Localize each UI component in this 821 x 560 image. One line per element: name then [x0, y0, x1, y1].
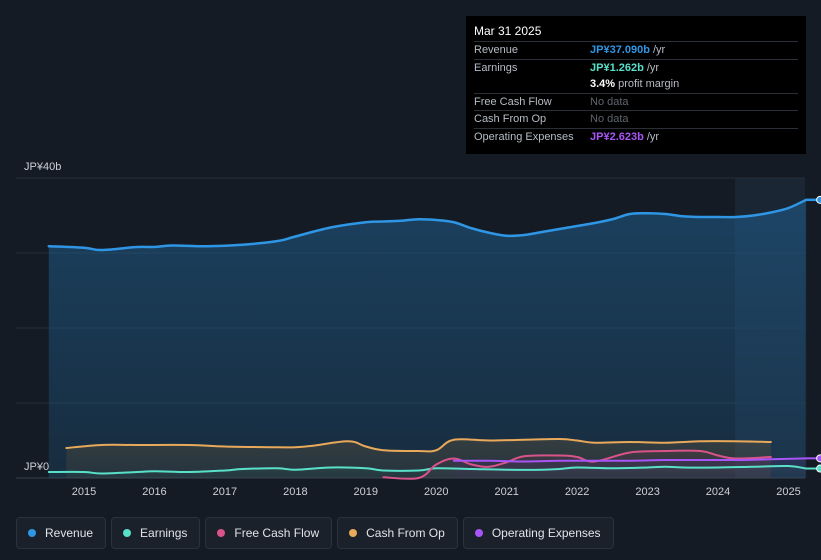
tooltip-row: Earnings JP¥1.262b/yr: [474, 58, 798, 77]
tooltip-row: 3.4% profit margin: [474, 76, 798, 93]
legend-label: Revenue: [45, 526, 94, 540]
tooltip-row-value: JP¥2.623b: [590, 130, 644, 143]
earnings-end-marker: [816, 464, 821, 473]
legend-dot-icon: [217, 529, 226, 537]
x-tick-label: 2020: [424, 486, 448, 498]
legend-item-free-cash-flow[interactable]: Free Cash Flow: [205, 517, 333, 549]
revenue-line: [47, 198, 808, 252]
tooltip-row: Cash From Op No data: [474, 110, 798, 128]
tooltip-row-unit: /yr: [646, 61, 660, 74]
legend-dot-icon: [474, 529, 483, 537]
legend-label: Operating Expenses: [491, 526, 601, 540]
revenue-area: [48, 199, 807, 478]
legend-label: Earnings: [140, 526, 188, 540]
tooltip-row-label: Free Cash Flow: [474, 95, 552, 108]
chart-area: JP¥40b JP¥0 2015 2016 2017 2018 2019 2020 2021…: [16, 161, 821, 498]
tooltip-row-value: JP¥1.262b: [590, 61, 644, 74]
tooltip-row-value: No data: [590, 95, 629, 108]
legend-dot-icon: [349, 529, 358, 537]
free-cash-flow-line: [382, 449, 772, 480]
legend-label: Free Cash Flow: [234, 526, 320, 540]
x-tick-label: 2021: [494, 486, 518, 498]
legend-dot-icon: [28, 529, 36, 537]
legend: Revenue Earnings Free Cash Flow Cash From O…: [16, 517, 614, 549]
x-tick-label: 2019: [354, 486, 378, 498]
legend-item-cash-from-op[interactable]: Cash From Op: [337, 517, 458, 549]
tooltip-row-value: JP¥37.090b: [590, 44, 650, 57]
x-tick-label: 2015: [72, 486, 96, 498]
x-tick-label: 2023: [635, 486, 659, 498]
tooltip-row-unit: /yr: [652, 44, 666, 57]
series-lines: [47, 198, 821, 480]
tooltip-row-unit: profit margin: [618, 78, 680, 91]
x-tick-label: 2025: [776, 486, 800, 498]
operating-expenses-end-marker: [816, 454, 821, 463]
tooltip-row-label: Operating Expenses: [474, 130, 574, 143]
tooltip-row-label: Earnings: [474, 61, 518, 74]
x-axis-ticks: 2015 2016 2017 2018 2019 2020 2021 2022 2023 2024…: [72, 486, 801, 498]
series-areas: [48, 199, 807, 479]
revenue-end-marker: [816, 195, 821, 204]
tooltip-row: Operating Expenses JP¥2.623b/yr: [474, 127, 798, 146]
tooltip-date: Mar 31 2025: [474, 24, 542, 38]
legend-label: Cash From Op: [366, 526, 445, 540]
tooltip-row-label: Revenue: [474, 44, 519, 57]
y-axis-max-label: JP¥40b: [24, 161, 61, 173]
legend-item-operating-expenses[interactable]: Operating Expenses: [462, 517, 614, 549]
tooltip-row: Revenue JP¥37.090b/yr: [474, 41, 798, 59]
tooltip-row-value: No data: [590, 113, 629, 126]
tooltip-row-value: 3.4%: [590, 78, 616, 91]
tooltip-row-label: Cash From Op: [474, 113, 547, 126]
earnings-line: [47, 464, 808, 475]
operating-expenses-line: [452, 457, 808, 463]
x-tick-label: 2022: [565, 486, 589, 498]
legend-item-revenue[interactable]: Revenue: [16, 517, 107, 549]
legend-dot-icon: [123, 529, 132, 537]
y-axis-min-label: JP¥0: [24, 461, 49, 473]
cash-from-op-line: [65, 437, 772, 453]
series-end-markers: [816, 195, 821, 473]
x-tick-label: 2024: [706, 486, 730, 498]
tooltip-row: Free Cash Flow No data: [474, 92, 798, 111]
tooltip: Mar 31 2025 Revenue JP¥37.090b/yr Earnings…: [466, 16, 806, 154]
legend-item-earnings[interactable]: Earnings: [111, 517, 201, 549]
tooltip-row-unit: /yr: [646, 130, 660, 143]
x-tick-label: 2017: [213, 486, 237, 498]
x-tick-label: 2018: [283, 486, 307, 498]
x-tick-label: 2016: [142, 486, 166, 498]
